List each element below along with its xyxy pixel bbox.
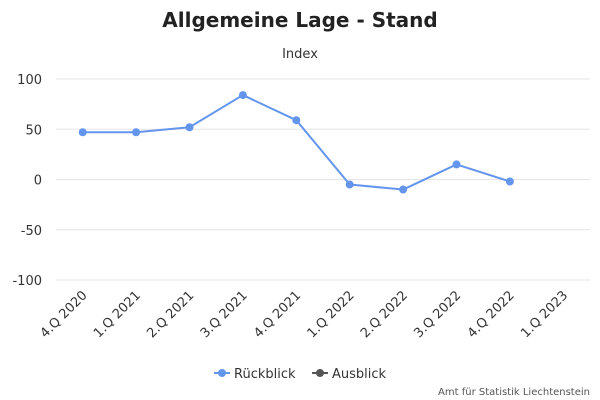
x-tick-label: 1.Q 2023 (518, 288, 571, 341)
chart-title: Allgemeine Lage - Stand (162, 8, 437, 32)
x-tick-label: 2.Q 2021 (144, 288, 197, 341)
data-point[interactable] (238, 91, 247, 100)
y-tick-label: 100 (17, 73, 42, 88)
y-tick-label: 0 (34, 174, 42, 189)
series-0 (78, 91, 514, 194)
data-point[interactable] (399, 185, 408, 194)
legend-label: Ausblick (332, 367, 387, 382)
plot-area (78, 91, 514, 194)
legend: Rückblick Ausblick (214, 367, 387, 382)
y-tick-label: -50 (21, 224, 42, 239)
legend-label: Rückblick (234, 367, 296, 382)
data-point[interactable] (132, 128, 141, 137)
data-point[interactable] (292, 116, 301, 125)
x-tick-label: 3.Q 2022 (411, 288, 464, 341)
x-axis-tick-labels: 4.Q 2020 1.Q 2021 2.Q 2021 3.Q 2021 4.Q 2021… (38, 288, 572, 341)
x-tick-label: 3.Q 2021 (198, 288, 251, 341)
legend-marker-icon (218, 369, 226, 377)
y-axis-tick-labels: 100 50 0 -50 -100 (12, 73, 42, 289)
data-point[interactable] (185, 123, 194, 132)
legend-item[interactable]: Ausblick (312, 367, 387, 382)
y-tick-label: 50 (25, 123, 42, 138)
x-tick-label: 4.Q 2022 (465, 288, 518, 341)
data-point[interactable] (78, 128, 87, 137)
chart-subtitle: Index (282, 47, 318, 62)
x-tick-label: 4.Q 2021 (251, 288, 304, 341)
legend-item[interactable]: Rückblick (214, 367, 296, 382)
data-point[interactable] (505, 177, 514, 186)
series-line (82, 94, 511, 191)
legend-marker-icon (316, 369, 324, 377)
x-tick-label: 4.Q 2020 (38, 288, 91, 341)
x-tick-label: 1.Q 2022 (305, 288, 358, 341)
x-tick-label: 2.Q 2022 (358, 288, 411, 341)
data-point[interactable] (452, 160, 461, 169)
chart-credit: Amt für Statistik Liechtenstein (438, 387, 590, 398)
y-tick-label: -100 (12, 274, 42, 289)
x-tick-label: 1.Q 2021 (91, 288, 144, 341)
data-point[interactable] (345, 180, 354, 189)
grid (56, 78, 590, 281)
